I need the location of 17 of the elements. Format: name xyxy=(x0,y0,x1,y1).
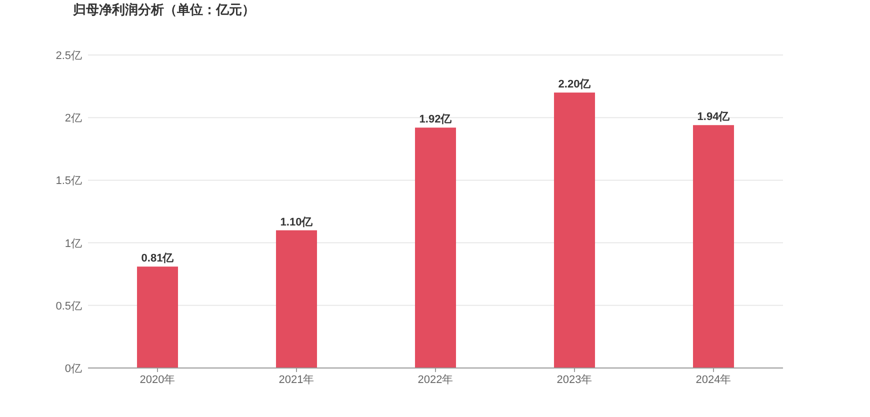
y-tick-label: 2.5亿 xyxy=(56,50,82,62)
data-label: 1.92亿 xyxy=(419,114,453,126)
data-label: 0.81亿 xyxy=(141,252,175,265)
x-tick-label: 2022年 xyxy=(418,374,454,386)
x-tick-label: 2021年 xyxy=(278,374,314,386)
y-tick-label: 0亿 xyxy=(64,363,82,375)
y-tick-label: 0.5亿 xyxy=(56,300,82,312)
data-label: 1.94亿 xyxy=(697,111,731,124)
x-tick-label: 2023年 xyxy=(556,374,592,386)
x-tick-label: 2024年 xyxy=(696,374,732,386)
y-tick-label: 2亿 xyxy=(64,112,82,125)
x-tick-label: 2020年 xyxy=(140,374,176,386)
y-tick-label: 1亿 xyxy=(64,238,82,250)
chart-title: 归母净利润分析（单位：亿元） xyxy=(72,2,255,17)
y-tick-label: 1.5亿 xyxy=(56,175,82,188)
data-label: 1.10亿 xyxy=(280,216,314,228)
data-label: 2.20亿 xyxy=(558,78,592,91)
